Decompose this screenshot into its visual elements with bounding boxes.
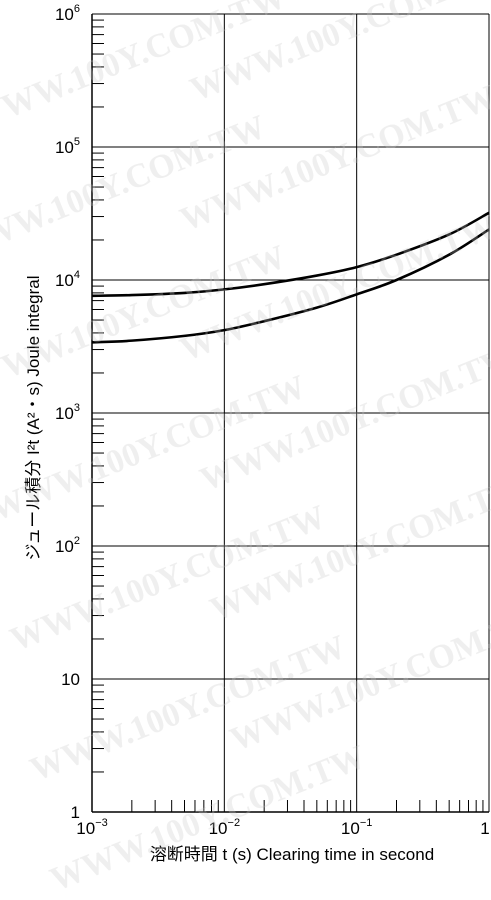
series-line-1 <box>91 211 490 298</box>
y-tick-label: 105 <box>55 136 80 157</box>
x-tick-label: 10−3 <box>76 817 107 838</box>
y-tick-label: 102 <box>55 535 80 556</box>
series-line-2 <box>91 228 490 344</box>
tick-labels: 10−3 10−2 10−1 1 1 10 102 103 104 105 106 <box>55 3 490 838</box>
y-tick-label: 106 <box>55 3 80 24</box>
x-tick-label: 10−2 <box>209 817 240 838</box>
y-tick-label: 104 <box>55 269 80 290</box>
series-lines <box>91 211 490 344</box>
x-tick-label: 1 <box>480 819 489 838</box>
x-axis-label: 溶断時間 t (s) Clearing time in second <box>150 845 434 864</box>
chart-container: 10−3 10−2 10−1 1 1 10 102 103 104 105 106 溶断時間 t (… <box>24 3 490 864</box>
y-tick-label: 1 <box>71 803 80 822</box>
y-axis-label: ジュール積分 I²t (A²・s) Joule integral <box>24 275 43 560</box>
minor-tick-marks <box>92 19 484 812</box>
plot-frame <box>91 14 489 813</box>
y-tick-label: 10 <box>61 670 80 689</box>
y-tick-label: 103 <box>55 402 80 423</box>
grid-lines <box>91 13 490 813</box>
joule-integral-chart: 10−3 10−2 10−1 1 1 10 102 103 104 105 106 溶断時間 t (… <box>24 3 490 864</box>
x-tick-label: 10−1 <box>341 817 372 838</box>
